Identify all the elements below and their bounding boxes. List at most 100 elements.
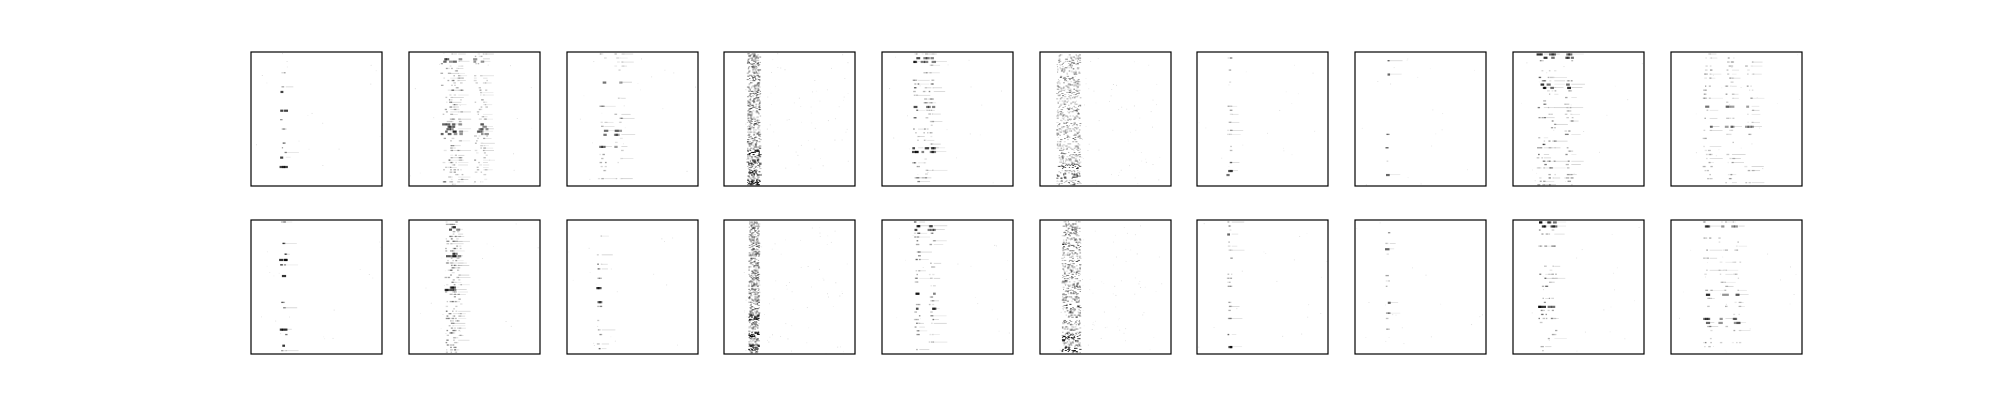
heatmap-cell <box>456 245 458 247</box>
heatmap-cell <box>457 255 462 258</box>
heatmap-cell <box>1385 248 1390 251</box>
heatmap-cell <box>769 303 770 305</box>
heatmap-cell <box>786 288 788 290</box>
heatmap-cell <box>1076 261 1078 262</box>
heatmap-cell <box>1231 346 1243 348</box>
heatmap-cell <box>1068 60 1071 62</box>
heatmap-cell <box>918 109 926 111</box>
heatmap-cell <box>454 84 456 86</box>
heatmap-cell <box>749 315 751 317</box>
heatmap-cell <box>752 60 755 62</box>
heatmap-cell <box>1077 272 1079 274</box>
heatmap-cell <box>445 96 448 99</box>
heatmap-cell <box>756 265 759 267</box>
heatmap-cell <box>460 111 464 113</box>
heatmap-cell <box>1066 253 1069 255</box>
heatmap-cell <box>929 243 933 246</box>
heatmap-cell <box>929 150 934 154</box>
heatmap-cell <box>1061 259 1064 261</box>
heatmap-cell <box>1077 259 1080 261</box>
heatmap-cell <box>747 60 750 62</box>
heatmap-cell <box>1536 53 1541 56</box>
heatmap-cell <box>1071 237 1074 239</box>
heatmap-cell <box>753 86 756 88</box>
heatmap-cell <box>1076 323 1080 325</box>
heatmap-cell <box>1709 249 1723 251</box>
heatmap-cell <box>1061 70 1063 72</box>
heatmap-cell <box>1063 232 1066 234</box>
heatmap-cell <box>754 60 756 62</box>
heatmap-cell <box>1229 57 1232 59</box>
heatmap-cell <box>1059 100 1061 102</box>
heatmap-cell <box>1066 341 1069 343</box>
heatmap-cell <box>1072 95 1074 97</box>
heatmap-cell <box>269 272 271 273</box>
heatmap-cell <box>458 140 471 142</box>
heatmap-cell <box>1072 291 1075 293</box>
heatmap-cell <box>1076 68 1079 70</box>
heatmap-cell <box>750 295 752 297</box>
heatmap-cell <box>754 287 757 289</box>
heatmap-cell <box>450 322 454 324</box>
heatmap-cell <box>747 156 749 158</box>
heatmap-cell <box>1077 93 1080 94</box>
heatmap-cell <box>823 279 825 281</box>
heatmap-cell <box>756 299 759 301</box>
heatmap-cell <box>757 62 759 64</box>
heatmap-cell <box>483 173 487 176</box>
heatmap-cell <box>755 284 758 286</box>
heatmap-cell <box>1751 109 1760 111</box>
heatmap-cell <box>755 264 758 266</box>
heatmap-cell <box>755 351 758 353</box>
heatmap-cell <box>1071 244 1075 246</box>
panel-background <box>882 52 1013 186</box>
heatmap-cell <box>745 89 747 91</box>
heatmap-cell <box>755 169 758 171</box>
heatmap-cell <box>1075 272 1077 274</box>
heatmap-cell <box>1078 91 1080 93</box>
heatmap-cell <box>750 229 753 231</box>
heatmap-cell <box>457 267 461 269</box>
heatmap-cell <box>1067 66 1069 68</box>
heatmap-cell <box>1072 138 1075 140</box>
heatmap-cell <box>758 312 761 314</box>
heatmap-cell <box>515 223 517 225</box>
heatmap-cell <box>808 327 810 329</box>
heatmap-cell <box>757 133 759 135</box>
heatmap-cell <box>749 89 751 91</box>
heatmap-cell <box>1060 147 1063 149</box>
heatmap-cell <box>757 295 761 297</box>
heatmap-cell <box>447 125 452 128</box>
heatmap-cell <box>1566 147 1569 149</box>
heatmap-cell <box>819 232 821 234</box>
heatmap-cell <box>1729 129 1732 132</box>
heatmap-cell <box>483 142 495 144</box>
heatmap-cell <box>752 227 755 229</box>
heatmap-cell <box>758 301 760 303</box>
heatmap-cell <box>1073 170 1076 172</box>
heatmap-cell <box>1570 120 1573 122</box>
heatmap-cell <box>756 300 758 302</box>
heatmap-cell <box>810 106 812 108</box>
heatmap-cell <box>1058 106 1060 108</box>
heatmap-cell <box>930 311 933 313</box>
heatmap-cell <box>1553 127 1556 129</box>
heatmap-cell <box>481 99 484 101</box>
heatmap-cell <box>749 111 751 113</box>
heatmap-cell <box>750 310 754 312</box>
heatmap-cell <box>916 281 919 283</box>
heatmap-cell <box>1059 76 1062 78</box>
heatmap-cell <box>450 176 453 178</box>
heatmap-cell <box>1068 67 1071 69</box>
heatmap-cell <box>1071 292 1073 294</box>
heatmap-cell <box>834 118 836 120</box>
heatmap-cell <box>754 123 757 125</box>
heatmap-cell <box>1542 276 1544 278</box>
heatmap-cell <box>810 112 812 114</box>
heatmap-cell <box>1078 314 1080 316</box>
heatmap-cell <box>1229 81 1232 83</box>
heatmap-cell <box>1554 140 1557 142</box>
heatmap-cell <box>754 234 756 236</box>
heatmap-cell <box>1057 95 1059 97</box>
heatmap-cell <box>1538 116 1541 119</box>
